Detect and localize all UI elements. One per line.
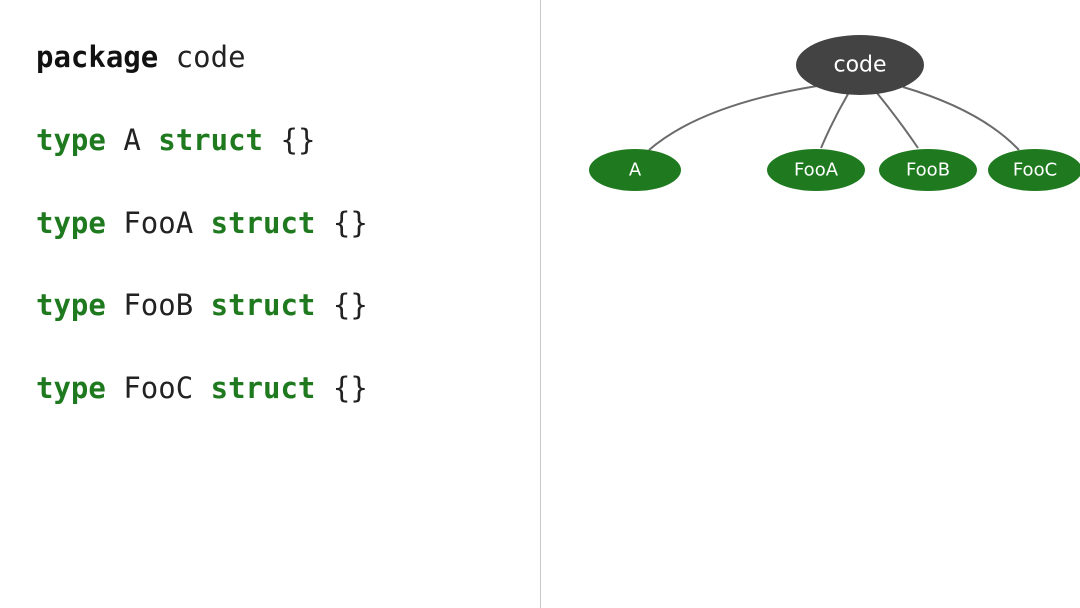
graph-leaf-label-FooA: FooA xyxy=(794,160,839,181)
dependency-graph: code A FooA FooB FooC xyxy=(541,0,1080,608)
code-block: package codetype A struct {}type FooA st… xyxy=(36,40,510,406)
graph-pane: code A FooA FooB FooC xyxy=(541,0,1080,608)
token-kw-type: type xyxy=(36,123,106,157)
token-kw-struct: struct xyxy=(158,123,263,157)
token-ident: FooC xyxy=(123,371,193,405)
code-line-3: type FooB struct {} xyxy=(36,288,510,323)
graph-leaf-label-FooC: FooC xyxy=(1013,160,1057,181)
token-kw-type: type xyxy=(36,288,106,322)
token-kw-type: type xyxy=(36,371,106,405)
edge-root-FooB xyxy=(877,93,918,148)
token-punct: {} xyxy=(333,288,368,322)
token-punct: {} xyxy=(333,371,368,405)
token-ident: A xyxy=(123,123,140,157)
graph-root-label: code xyxy=(833,53,886,78)
edge-root-FooC xyxy=(903,87,1019,150)
code-line-0: package code xyxy=(36,40,510,75)
token-kw-struct: struct xyxy=(211,288,316,322)
code-line-1: type A struct {} xyxy=(36,123,510,158)
code-pane: package codetype A struct {}type FooA st… xyxy=(0,0,540,608)
code-line-4: type FooC struct {} xyxy=(36,371,510,406)
token-kw-package: package xyxy=(36,40,158,74)
edge-root-FooA xyxy=(821,94,848,148)
token-punct: {} xyxy=(333,206,368,240)
token-ident: code xyxy=(176,40,246,74)
graph-leaf-label-FooB: FooB xyxy=(906,160,950,181)
token-kw-struct: struct xyxy=(211,371,316,405)
token-ident: FooA xyxy=(123,206,193,240)
token-punct: {} xyxy=(280,123,315,157)
token-ident: FooB xyxy=(123,288,193,322)
token-kw-type: type xyxy=(36,206,106,240)
edge-root-A xyxy=(649,86,817,150)
code-line-2: type FooA struct {} xyxy=(36,206,510,241)
graph-leaf-label-A: A xyxy=(629,160,642,181)
token-kw-struct: struct xyxy=(211,206,316,240)
split-container: package codetype A struct {}type FooA st… xyxy=(0,0,1080,608)
